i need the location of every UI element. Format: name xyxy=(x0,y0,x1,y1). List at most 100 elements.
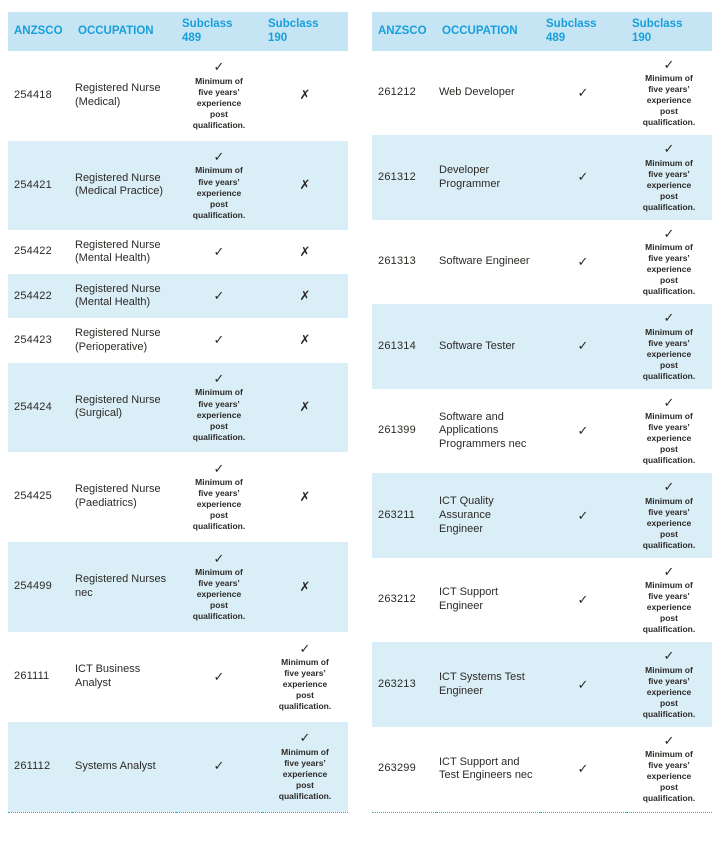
cross-icon: ✗ xyxy=(299,399,311,415)
experience-note: Minimum of five years’ experience post q… xyxy=(192,165,246,220)
table-row: 254424 Registered Nurse (Surgical) ✓ Minimu… xyxy=(8,362,348,453)
header-subclass-190: Subclass 190 xyxy=(262,12,348,51)
table-row: 261111 ICT Business Analyst ✓ ✓ Minimum of f… xyxy=(8,632,348,722)
subclass-489-cell: ✓ xyxy=(540,558,626,643)
anzsco-code: 263211 xyxy=(372,473,436,558)
subclass-489-cell: ✓ Minimum of five years’ experience post … xyxy=(176,140,262,231)
check-icon: ✓ xyxy=(299,640,311,656)
experience-note: Minimum of five years’ experience post q… xyxy=(278,656,332,711)
experience-note: Minimum of five years’ experience post q… xyxy=(642,411,696,466)
check-icon: ✓ xyxy=(213,288,225,304)
experience-note: Minimum of five years’ experience post q… xyxy=(642,495,696,550)
cross-icon: ✗ xyxy=(299,489,311,505)
anzsco-code: 254425 xyxy=(14,490,52,503)
subclass-190-cell: ✗ xyxy=(262,542,348,632)
subclass-190-cell: ✗ xyxy=(262,318,348,362)
cross-icon: ✗ xyxy=(299,332,311,348)
anzsco-code: 254424 xyxy=(8,362,72,453)
table-row: 261313 Software Engineer ✓ ✓ Minimum of five… xyxy=(372,220,712,305)
subclass-489-cell: ✓ xyxy=(540,389,626,474)
subclass-489-cell: ✓ Minimum of five years’ experience post … xyxy=(176,542,262,632)
check-icon: ✓ xyxy=(577,84,589,100)
check-icon: ✓ xyxy=(213,550,225,566)
check-icon: ✓ xyxy=(213,371,225,387)
subclass-190-cell: ✓ Minimum of five years’ experience post … xyxy=(626,135,712,220)
cross-icon: ✗ xyxy=(299,578,311,594)
anzsco-code: 254423 xyxy=(14,333,52,346)
subclass-190-cell: ✓ Minimum of five years’ experience post … xyxy=(626,389,712,474)
occupation-table-left: ANZSCO OCCUPATION Subclass 489 Subclass … xyxy=(8,12,348,813)
table-row: 254499 Registered Nurses nec ✓ Minimum of f… xyxy=(8,542,348,632)
table-row: 254421 Registered Nurse (Medical Practice… xyxy=(8,140,348,231)
anzsco-code: 254422 xyxy=(14,245,52,258)
experience-note: Minimum of five years’ experience post q… xyxy=(192,75,246,130)
anzsco-code: 254421 xyxy=(8,140,72,231)
check-icon: ✓ xyxy=(663,563,675,579)
check-icon: ✓ xyxy=(663,225,675,241)
subclass-190-cell: ✗ xyxy=(262,51,348,141)
subclass-190-cell: ✓ Minimum of five years’ experience post … xyxy=(626,558,712,643)
anzsco-code: 261312 xyxy=(372,135,436,220)
check-icon: ✓ xyxy=(213,149,225,165)
occupation-name: Web Developer xyxy=(439,86,515,99)
check-icon: ✓ xyxy=(663,733,675,748)
occupation-name: Registered Nurse (Surgical) xyxy=(72,362,176,453)
occupation-name: Registered Nurse (Mental Health) xyxy=(72,274,176,319)
table-row: 261112 Systems Analyst ✓ ✓ Minimum of five y… xyxy=(8,721,348,813)
subclass-190-cell: ✓ Minimum of five years’ experience post … xyxy=(262,721,348,813)
subclass-190-cell: ✓ Minimum of five years’ experience post … xyxy=(626,642,712,727)
occupation-name: Registered Nurse (Perioperative) xyxy=(75,326,161,353)
anzsco-code: 261212 xyxy=(378,86,416,99)
check-icon: ✓ xyxy=(213,758,225,774)
occupation-name: Registered Nurses nec xyxy=(72,542,176,632)
occupation-name: ICT Systems Test Engineer xyxy=(436,642,540,727)
anzsco-code: 261399 xyxy=(378,424,416,437)
occupation-name: Registered Nurse (Mental Health) xyxy=(75,238,161,265)
subclass-190-cell: ✓ Minimum of five years’ experience post … xyxy=(262,632,348,722)
check-icon: ✓ xyxy=(299,730,311,746)
table-row: 254422 Registered Nurse (Mental Health) ✓ ✗ xyxy=(8,230,348,274)
subclass-190-cell: ✗ xyxy=(262,274,348,319)
check-icon: ✓ xyxy=(577,338,589,354)
table-header-row: ANZSCO OCCUPATION Subclass 489 Subclass … xyxy=(372,12,712,51)
check-icon: ✓ xyxy=(577,422,589,438)
subclass-489-cell: ✓ Minimum of five years’ experience post … xyxy=(176,452,262,542)
table-row: 254425 Registered Nurse (Paediatrics) ✓ Min… xyxy=(8,452,348,542)
check-icon: ✓ xyxy=(213,460,225,476)
occupation-name: Developer Programmer xyxy=(436,135,540,220)
subclass-489-cell: ✓ xyxy=(176,721,262,813)
header-occupation: OCCUPATION xyxy=(436,12,540,51)
subclass-489-cell: ✓ xyxy=(540,51,626,136)
cross-icon: ✗ xyxy=(299,87,311,103)
check-icon: ✓ xyxy=(577,507,589,523)
subclass-489-cell: ✓ xyxy=(176,230,262,274)
check-icon: ✓ xyxy=(577,169,589,185)
table-row: 254422 Registered Nurse (Mental Health) ✓ ✗ xyxy=(8,274,348,319)
occupation-table-right: ANZSCO OCCUPATION Subclass 489 Subclass … xyxy=(372,12,712,813)
subclass-190-cell: ✓ Minimum of five years’ experience post … xyxy=(626,727,712,812)
check-icon: ✓ xyxy=(577,761,589,777)
subclass-489-cell: ✓ Minimum of five years’ experience post … xyxy=(176,362,262,453)
anzsco-code: 261112 xyxy=(8,721,72,813)
occupation-name: Registered Nurse (Medical Practice) xyxy=(72,140,176,231)
subclass-489-cell: ✓ xyxy=(176,632,262,722)
occupation-name: Systems Analyst xyxy=(72,721,176,813)
anzsco-code: 254499 xyxy=(8,542,72,632)
check-icon: ✓ xyxy=(213,59,225,75)
check-icon: ✓ xyxy=(213,668,225,684)
table-row: 263212 ICT Support Engineer ✓ ✓ Minimum of f… xyxy=(372,558,712,643)
tables-container: ANZSCO OCCUPATION Subclass 489 Subclass … xyxy=(8,12,712,813)
experience-note: Minimum of five years’ experience post q… xyxy=(642,580,696,635)
anzsco-code: 263212 xyxy=(378,593,416,606)
cross-icon: ✗ xyxy=(299,177,311,193)
occupation-name: ICT Business Analyst xyxy=(75,663,141,689)
header-anzsco: ANZSCO xyxy=(372,12,436,51)
experience-note: Minimum of five years’ experience post q… xyxy=(192,567,246,622)
check-icon: ✓ xyxy=(213,244,225,260)
check-icon: ✓ xyxy=(577,592,589,608)
subclass-489-cell: ✓ xyxy=(540,473,626,558)
subclass-190-cell: ✗ xyxy=(262,452,348,542)
experience-note: Minimum of five years’ experience post q… xyxy=(642,749,696,804)
table-header-row: ANZSCO OCCUPATION Subclass 489 Subclass … xyxy=(8,12,348,51)
header-anzsco: ANZSCO xyxy=(8,12,72,51)
